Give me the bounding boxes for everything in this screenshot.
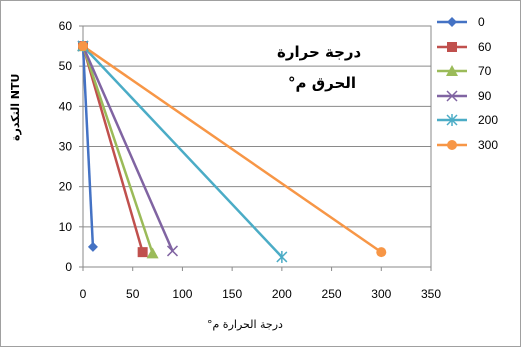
x-tick-label-3: 150: [222, 287, 242, 301]
legend-item-0: 0: [437, 15, 517, 40]
legend-item-90: 90: [437, 89, 517, 114]
series-line-60: [81, 45, 144, 253]
annotation-line-2: الحرق م°: [288, 74, 357, 92]
legend-symbol-70: [437, 65, 467, 76]
x-tick-label-0: 0: [80, 287, 87, 301]
legend-item-200: 200: [437, 113, 517, 138]
x-tick-label-2: 100: [172, 287, 192, 301]
legend-marker-0: [447, 17, 457, 27]
legend-label-70: 70: [478, 64, 492, 78]
legend-marker-60: [447, 41, 457, 52]
marker-200-1: [276, 250, 288, 263]
marker-300-1: [376, 247, 387, 258]
x-tick-label-6: 300: [371, 287, 391, 301]
marker-90-1: [166, 245, 179, 257]
y-tick-label-2: 20: [59, 180, 73, 194]
x-tick-label-4: 200: [272, 287, 292, 301]
legend-symbol-90: [437, 89, 467, 102]
legend-symbol-300: [437, 139, 467, 150]
x-axis-label: درجة الحرارة م°: [207, 318, 283, 331]
legend-item-60: 60: [437, 40, 517, 65]
y-tick-label-3: 30: [59, 140, 73, 154]
series-line-90: [81, 45, 174, 252]
marker-70-1: [146, 247, 159, 259]
legend-marker-90: [446, 89, 458, 102]
y-tick-label-1: 10: [59, 220, 73, 234]
y-tick-label-6: 60: [59, 19, 73, 33]
y-axis-label: NTU التكدرة: [9, 73, 22, 141]
legend-item-300: 300: [437, 138, 517, 163]
series-line-200: [82, 45, 283, 258]
series-line-0: [81, 46, 95, 247]
legend-label-300: 300: [478, 137, 499, 152]
y-tick-label-0: 0: [65, 260, 72, 274]
legend-symbol-200: [437, 114, 467, 126]
x-tick-label-1: 50: [126, 287, 140, 301]
legend-label-200: 200: [478, 113, 499, 127]
y-tick-label-5: 50: [59, 59, 73, 73]
legend-symbol-0: [437, 17, 467, 27]
series-line-300: [82, 45, 382, 254]
marker-60-1: [137, 247, 148, 258]
marker-0-1: [87, 241, 98, 252]
legend-symbol-60: [437, 41, 467, 52]
marker-300-0: [78, 41, 88, 52]
x-tick-label-5: 250: [322, 287, 342, 301]
legend-marker-300: [447, 139, 457, 150]
legend-marker-200: [446, 114, 458, 126]
legend-marker-70: [446, 65, 458, 76]
y-tick-label-4: 40: [59, 99, 73, 113]
legend: 0 60 70 90 200 300: [437, 15, 517, 162]
legend-item-70: 70: [437, 64, 517, 89]
x-tick-label-7: 350: [421, 287, 441, 301]
series-line-70: [81, 45, 154, 254]
legend-label-0: 0: [478, 15, 485, 29]
legend-label-90: 90: [478, 88, 492, 103]
legend-label-60: 60: [478, 39, 492, 54]
annotation-line-1: درجة حرارة: [277, 43, 362, 61]
